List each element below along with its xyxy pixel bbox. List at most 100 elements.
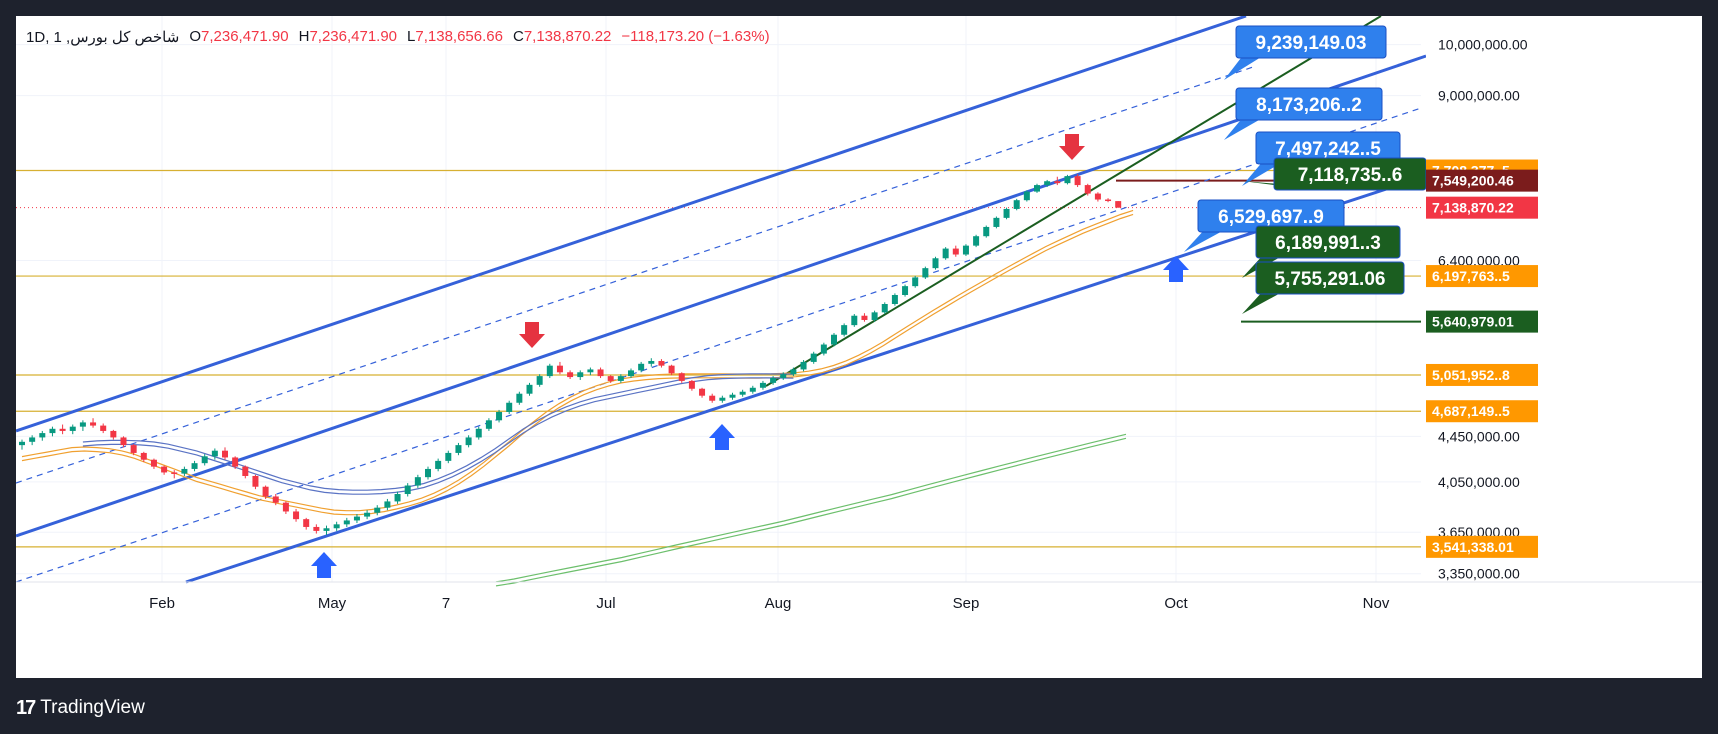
candle-body — [140, 452, 147, 460]
candle-body — [607, 376, 614, 381]
candle-body — [414, 477, 421, 486]
candle — [1064, 174, 1071, 185]
candle-body — [628, 370, 634, 377]
arrow-head — [1059, 146, 1085, 160]
candle — [709, 393, 716, 403]
candle — [881, 302, 888, 315]
candle-body — [201, 456, 208, 464]
candle-body — [445, 452, 452, 461]
candle — [1074, 174, 1081, 188]
sell-arrow-icon — [1059, 134, 1085, 160]
candle-body — [242, 466, 249, 476]
chart-area[interactable]: 9,239,149.03 8,173,206..2 7,497,242..5 7,11… — [16, 16, 1702, 678]
candle-body — [506, 402, 513, 412]
label-box — [1235, 25, 1387, 59]
candle-body — [404, 485, 411, 495]
x-tick-label: May — [318, 595, 347, 612]
arrow-head — [709, 424, 735, 438]
projection-labels: 9,239,149.03 8,173,206..2 7,497,242..5 7,11… — [1184, 25, 1427, 314]
candle — [445, 450, 452, 464]
candle-body — [973, 236, 980, 246]
candle — [871, 310, 878, 322]
label-box — [1235, 87, 1383, 121]
candle — [191, 460, 198, 472]
ohlc-open: O7,236,471.90 — [189, 28, 289, 45]
candle — [851, 314, 858, 327]
candle-body — [272, 496, 279, 503]
candle-body — [323, 528, 330, 531]
candle — [577, 370, 584, 380]
candle-body — [617, 376, 624, 381]
tradingview-brand[interactable]: 17 TradingView — [16, 694, 145, 722]
label-box — [1255, 225, 1401, 259]
ohlc-legend: 1D, شاخص كل بورس, 1 O7,236,471.90 H7,236… — [26, 28, 770, 46]
projection-label: 9,239,149.03 — [1224, 25, 1387, 80]
candle — [19, 439, 25, 450]
candle — [313, 524, 320, 534]
candle — [719, 395, 726, 403]
candle — [942, 247, 949, 260]
candle — [1094, 192, 1101, 202]
projection-label: 6,189,991..3 — [1242, 225, 1401, 278]
candle — [1105, 198, 1112, 203]
candle — [536, 374, 543, 387]
arrow-head — [519, 334, 545, 348]
label-pointer — [1184, 228, 1228, 252]
candle-body — [1105, 199, 1112, 202]
candle-body — [49, 428, 56, 434]
y-tick-label: 10,000,000.00 — [1438, 37, 1528, 53]
projection-label: 5,755,291.06 — [1242, 261, 1405, 314]
ohlc-low: L7,138,656.66 — [407, 28, 503, 45]
symbol-interval: 1D — [26, 29, 46, 46]
axis-tag-text: 5,051,952..8 — [1432, 367, 1510, 383]
candle — [201, 454, 208, 466]
candle — [891, 293, 898, 306]
candle — [343, 517, 350, 527]
candle-body — [120, 437, 127, 446]
candle — [556, 361, 563, 375]
candle — [425, 466, 431, 480]
candle-body — [546, 365, 553, 377]
candle-body — [1094, 193, 1101, 200]
candle-body — [699, 388, 706, 396]
candle-body — [1115, 201, 1122, 208]
projection-label: 7,118,735..6 — [1242, 157, 1427, 191]
candle — [780, 372, 787, 380]
level-price-tag: 5,051,952..8 — [1426, 363, 1538, 386]
candle-body — [465, 437, 472, 446]
candle-body — [729, 394, 736, 398]
tradingview-logo-icon: 17 — [16, 696, 36, 719]
candle-body — [526, 384, 533, 394]
candle-body — [993, 217, 1000, 227]
candle-body — [739, 391, 746, 395]
candle-body — [282, 502, 289, 512]
axis-tag-text: 3,541,338.01 — [1432, 539, 1514, 555]
time-axis: Feb May 7 Jul Aug Sep Oct Nov — [16, 581, 1702, 612]
candle — [841, 323, 848, 337]
candle — [353, 514, 360, 524]
y-tick-label: 4,050,000.00 — [1438, 474, 1520, 490]
candle-body — [749, 387, 756, 392]
candle — [1013, 198, 1020, 211]
projection-label: 6,529,697..9 — [1184, 199, 1345, 252]
x-tick-label: Oct — [1164, 595, 1188, 612]
candle — [993, 216, 1000, 229]
axis-tag-text: 4,687,149..5 — [1432, 403, 1510, 419]
candle — [739, 389, 746, 397]
candle — [1054, 176, 1061, 186]
candle — [983, 225, 990, 238]
y-tick-label: 4,450,000.00 — [1438, 428, 1520, 444]
candle-body — [1034, 185, 1040, 192]
label-pointer — [1224, 116, 1266, 140]
candle-body — [922, 268, 929, 278]
candle — [232, 456, 239, 469]
candle — [181, 466, 188, 476]
level-price-tag: 3,541,338.01 — [1426, 535, 1538, 558]
candlestick-chart[interactable]: 9,239,149.03 8,173,206..2 7,497,242..5 7,11… — [16, 16, 1702, 678]
candle — [394, 491, 401, 504]
candle-body — [181, 468, 188, 474]
candle — [496, 409, 503, 423]
candle-body — [668, 365, 675, 374]
label-pointer — [1224, 54, 1266, 80]
candle — [323, 525, 330, 535]
